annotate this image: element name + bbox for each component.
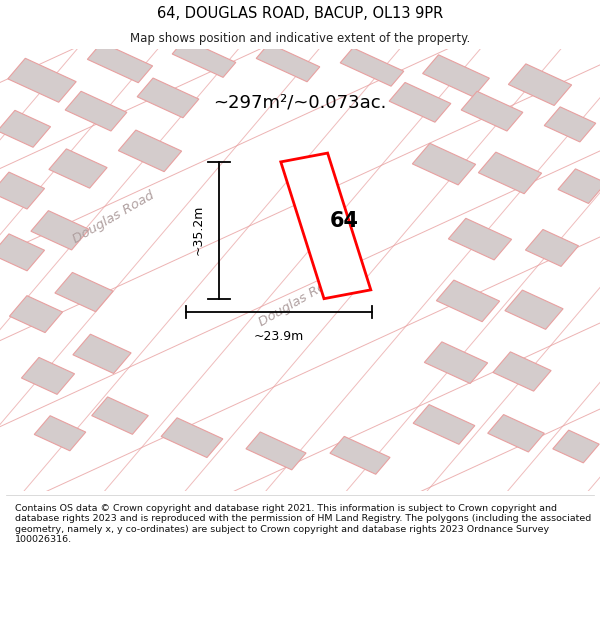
Polygon shape [73, 334, 131, 374]
Polygon shape [553, 430, 599, 463]
Polygon shape [172, 39, 236, 78]
Text: ~35.2m: ~35.2m [191, 205, 205, 256]
Polygon shape [92, 397, 148, 434]
Polygon shape [493, 352, 551, 391]
Polygon shape [389, 82, 451, 122]
Polygon shape [256, 43, 320, 82]
Polygon shape [55, 272, 113, 312]
Polygon shape [34, 416, 86, 451]
Polygon shape [340, 48, 404, 86]
Polygon shape [505, 290, 563, 329]
Polygon shape [422, 55, 490, 97]
Text: Map shows position and indicative extent of the property.: Map shows position and indicative extent… [130, 32, 470, 45]
Polygon shape [137, 78, 199, 118]
Polygon shape [478, 152, 542, 194]
Text: 64, DOUGLAS ROAD, BACUP, OL13 9PR: 64, DOUGLAS ROAD, BACUP, OL13 9PR [157, 6, 443, 21]
Polygon shape [246, 432, 306, 470]
Polygon shape [412, 143, 476, 185]
Polygon shape [448, 218, 512, 260]
Polygon shape [526, 229, 578, 266]
Polygon shape [330, 436, 390, 474]
Text: Douglas Road: Douglas Road [257, 272, 343, 329]
Text: 64: 64 [329, 211, 358, 231]
Polygon shape [31, 211, 89, 250]
Polygon shape [22, 357, 74, 394]
Polygon shape [0, 172, 44, 209]
Polygon shape [558, 169, 600, 204]
Text: Douglas Road: Douglas Road [71, 189, 157, 246]
Polygon shape [436, 280, 500, 322]
Polygon shape [0, 234, 44, 271]
Polygon shape [281, 153, 371, 299]
Polygon shape [424, 342, 488, 384]
Polygon shape [10, 296, 62, 333]
Text: ~297m²/~0.073ac.: ~297m²/~0.073ac. [214, 93, 386, 111]
Polygon shape [413, 404, 475, 444]
Text: ~23.9m: ~23.9m [254, 330, 304, 342]
Polygon shape [161, 418, 223, 457]
Polygon shape [461, 91, 523, 131]
Text: Contains OS data © Crown copyright and database right 2021. This information is : Contains OS data © Crown copyright and d… [15, 504, 591, 544]
Polygon shape [508, 64, 572, 106]
Polygon shape [488, 414, 544, 452]
Polygon shape [118, 130, 182, 172]
Polygon shape [88, 42, 152, 82]
Polygon shape [544, 107, 596, 142]
Polygon shape [8, 58, 76, 102]
Polygon shape [49, 149, 107, 188]
Polygon shape [0, 111, 50, 148]
Polygon shape [65, 91, 127, 131]
